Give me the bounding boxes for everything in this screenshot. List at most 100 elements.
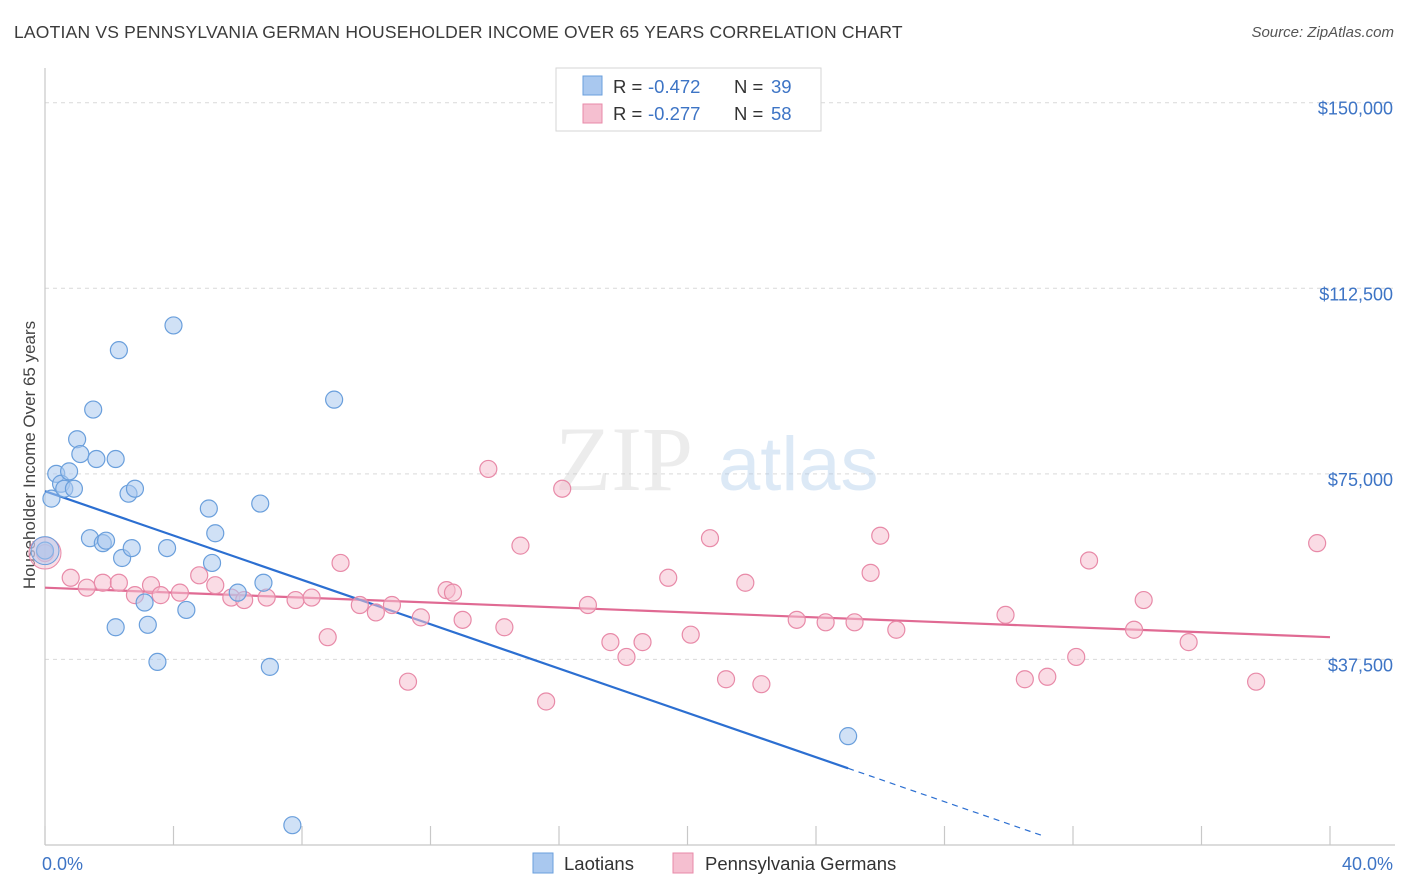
laotian-series-points (30, 316, 858, 835)
penn-point-22 (411, 608, 430, 627)
penn-point-51 (1079, 551, 1099, 570)
laotian-point-8 (71, 444, 90, 464)
penn-point-29 (537, 692, 556, 711)
y-tick-label-2: $112,500 (1319, 284, 1393, 304)
x-min-label: 0.0% (42, 854, 83, 874)
laotian-trend-line (44, 490, 849, 770)
laotian-trend-extension (847, 767, 1042, 836)
penn-point-33 (617, 647, 636, 667)
penn-point-35 (659, 568, 678, 587)
penn-point-31 (578, 595, 598, 615)
penn-point-27 (495, 618, 514, 637)
laotian-point-27 (199, 499, 218, 518)
stats-laotian-r-value: -0.472 (648, 76, 700, 97)
y-tick-label-3: $150,000 (1318, 99, 1393, 119)
laotian-point-15 (106, 618, 125, 637)
laotian-point-25 (164, 316, 183, 335)
laotian-point-20 (125, 479, 145, 498)
penn-point-45 (871, 526, 890, 545)
stats-penn-r-label: R = (613, 103, 642, 124)
penn-point-25 (453, 610, 472, 629)
penn-point-30 (553, 479, 572, 498)
laotian-point-34 (283, 816, 302, 835)
laotian-point-33 (260, 657, 279, 676)
laotian-point-26 (177, 600, 196, 620)
penn-point-13 (257, 588, 276, 607)
penn-point-4 (109, 573, 128, 592)
penn-point-19 (366, 603, 385, 622)
laotian-point-30 (228, 583, 247, 602)
laotian-point-13 (96, 531, 116, 550)
penn-point-7 (151, 586, 170, 605)
penn-point-32 (601, 633, 620, 652)
laotian-point-16 (109, 341, 128, 360)
laotian-point-24 (157, 538, 177, 558)
grid-lines (45, 102, 1395, 660)
chart-title: LAOTIAN VS PENNSYLVANIA GERMAN HOUSEHOLD… (14, 22, 903, 42)
penn-point-56 (1308, 534, 1327, 553)
laotian-point-29 (206, 524, 225, 543)
laotian-edge-marker (30, 536, 60, 566)
penn-point-38 (716, 670, 736, 689)
laotian-point-10 (84, 400, 103, 419)
laotian-point-19 (122, 538, 141, 558)
penn-point-2 (77, 578, 96, 597)
stats-laotian-r-label: R = (613, 76, 642, 97)
penn-point-14 (286, 590, 305, 610)
penn-point-46 (887, 620, 906, 639)
axes (44, 68, 1395, 846)
penn-point-24 (443, 583, 463, 602)
penn-point-16 (318, 628, 337, 647)
penn-point-52 (1124, 620, 1144, 639)
stats-laotian-n-label: N = (734, 76, 763, 97)
penn-point-53 (1134, 590, 1153, 610)
penn-point-37 (700, 529, 720, 548)
penn-series-points (28, 459, 1327, 711)
penn-point-49 (1038, 667, 1057, 686)
penn-point-15 (302, 588, 321, 607)
laotian-point-23 (148, 652, 167, 672)
legend-penn-swatch (672, 852, 694, 874)
penn-point-28 (511, 536, 530, 555)
penn-point-10 (206, 576, 225, 595)
penn-point-18 (350, 595, 369, 615)
stats-penn-swatch (582, 103, 603, 124)
axis-tick-labels: $37,500 $75,000 $112,500 $150,000 (1318, 99, 1393, 676)
y-tick-label-1: $75,000 (1328, 470, 1393, 490)
penn-point-21 (398, 672, 418, 691)
penn-point-34 (633, 633, 652, 652)
source-label: Source: ZipAtlas.com (1251, 24, 1394, 41)
stats-penn-n-label: N = (734, 103, 763, 124)
stats-laotian-n-value: 39 (771, 76, 792, 97)
legend-penn-label: Pennsylvania Germans (705, 853, 896, 874)
penn-point-9 (190, 566, 209, 585)
laotian-point-28 (202, 553, 222, 573)
stats-box: R = -0.472 N = 39 R = -0.277 N = 58 (555, 67, 822, 132)
penn-point-17 (331, 553, 350, 573)
laotian-point-1 (42, 489, 61, 508)
laotian-point-32 (254, 573, 273, 592)
penn-point-39 (736, 573, 755, 592)
penn-point-47 (996, 605, 1015, 625)
penn-point-36 (681, 625, 700, 644)
penn-point-20 (382, 595, 402, 615)
laotian-point-14 (106, 449, 125, 469)
penn-point-1 (61, 568, 80, 587)
trend-lines (44, 490, 1331, 836)
laotian-point-36 (839, 727, 858, 746)
penn-point-26 (479, 459, 498, 479)
penn-point-43 (845, 613, 864, 632)
x-max-label: 40.0% (1342, 854, 1393, 874)
laotian-point-21 (135, 593, 154, 612)
watermark: ZIP atlas (555, 408, 879, 510)
legend-laotian-swatch (532, 852, 554, 874)
penn-point-40 (752, 675, 771, 694)
laotian-point-6 (64, 479, 84, 498)
watermark-zip: ZIP (555, 408, 693, 510)
laotian-point-0 (35, 541, 55, 560)
penn-point-48 (1015, 670, 1034, 689)
penn-point-55 (1247, 672, 1266, 691)
stats-penn-r-value: -0.277 (648, 103, 700, 124)
laotian-point-22 (138, 615, 157, 634)
stats-laotian-swatch (582, 75, 603, 96)
